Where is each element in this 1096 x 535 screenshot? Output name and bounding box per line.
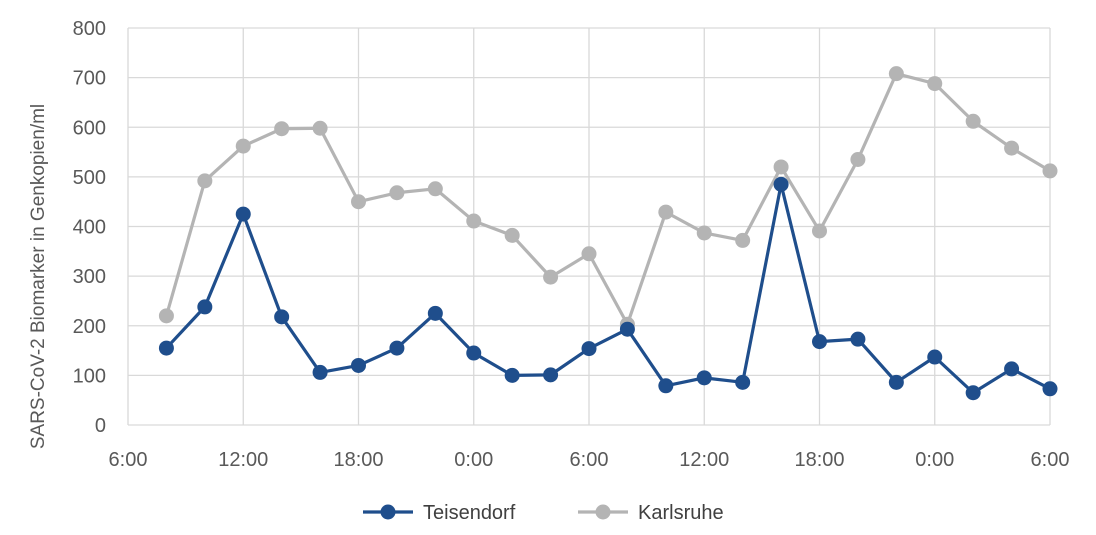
y-tick-label: 700 xyxy=(73,68,106,90)
x-tick-label: 12:00 xyxy=(679,449,729,471)
x-tick-label: 18:00 xyxy=(794,449,844,471)
series-karlsruhe xyxy=(158,66,1058,332)
data-point xyxy=(888,66,904,82)
legend: Teisendorf Karlsruhe xyxy=(363,502,724,524)
x-tick-label: 0:00 xyxy=(454,449,493,471)
x-axis-ticks: 6:00 12:00 18:00 0:00 6:00 12:00 18:00 0:00 6:00 xyxy=(109,449,1070,471)
data-point xyxy=(1004,361,1020,377)
data-point xyxy=(351,357,366,373)
y-tick-label: 400 xyxy=(73,217,106,239)
x-tick-label: 12:00 xyxy=(218,449,268,471)
y-tick-label: 0 xyxy=(95,415,106,437)
y-tick-label: 200 xyxy=(73,316,106,338)
series-line-teisendorf xyxy=(164,182,1052,395)
data-point xyxy=(1004,140,1020,156)
x-tick-label: 0:00 xyxy=(915,449,954,471)
data-point xyxy=(158,308,174,324)
data-point xyxy=(1042,163,1058,179)
legend-marker xyxy=(380,504,396,520)
y-tick-label: 600 xyxy=(73,117,106,139)
data-point xyxy=(466,345,482,361)
data-point xyxy=(235,206,251,222)
data-point xyxy=(927,349,943,365)
data-point xyxy=(389,185,405,201)
data-point xyxy=(504,367,520,383)
x-tick-label: 18:00 xyxy=(333,449,383,471)
y-tick-label: 100 xyxy=(73,365,106,387)
y-tick-label: 300 xyxy=(73,266,106,288)
data-point xyxy=(274,309,290,325)
data-point xyxy=(927,76,943,92)
data-point xyxy=(735,374,751,390)
data-point xyxy=(543,269,559,285)
legend-item-karlsruhe: Karlsruhe xyxy=(578,502,724,524)
data-point xyxy=(581,246,597,262)
data-point xyxy=(312,364,328,380)
data-point xyxy=(389,340,405,356)
data-point xyxy=(619,321,635,337)
data-point xyxy=(812,223,827,239)
data-point xyxy=(888,374,904,390)
series-line-karlsruhe xyxy=(164,72,1052,326)
series xyxy=(158,66,1058,401)
data-point xyxy=(197,173,213,189)
gridlines xyxy=(127,27,1051,426)
data-point xyxy=(504,227,520,243)
data-point xyxy=(235,138,251,154)
data-point xyxy=(312,120,328,136)
data-point xyxy=(197,299,213,315)
legend-label: Teisendorf xyxy=(423,502,516,524)
data-point xyxy=(1042,381,1058,397)
data-point xyxy=(850,331,866,347)
data-point xyxy=(466,213,482,229)
data-point xyxy=(850,152,866,168)
y-axis-title: SARS-CoV-2 Biomarker in Genkopien/ml xyxy=(28,104,49,449)
series-teisendorf xyxy=(158,176,1058,401)
data-point xyxy=(658,378,674,394)
data-point xyxy=(696,225,712,241)
data-point xyxy=(581,341,597,357)
data-point xyxy=(773,159,789,175)
data-point xyxy=(351,194,366,210)
data-point xyxy=(543,367,559,383)
legend-item-teisendorf: Teisendorf xyxy=(363,502,516,524)
data-point xyxy=(658,204,674,220)
data-point xyxy=(158,340,174,356)
data-point xyxy=(696,370,712,386)
data-point xyxy=(965,385,981,401)
data-point xyxy=(812,334,827,350)
data-point xyxy=(274,121,290,137)
legend-marker xyxy=(595,504,611,520)
x-tick-label: 6:00 xyxy=(109,449,148,471)
legend-label: Karlsruhe xyxy=(638,502,724,524)
data-point xyxy=(427,181,443,197)
x-tick-label: 6:00 xyxy=(1031,449,1070,471)
y-tick-label: 800 xyxy=(73,18,106,40)
x-tick-label: 6:00 xyxy=(570,449,609,471)
data-point xyxy=(773,176,789,192)
y-axis-ticks: 0 100 200 300 400 500 600 700 800 xyxy=(73,18,106,437)
data-point xyxy=(427,305,443,321)
y-tick-label: 500 xyxy=(73,167,106,189)
data-point xyxy=(965,113,981,129)
data-point xyxy=(735,232,751,248)
